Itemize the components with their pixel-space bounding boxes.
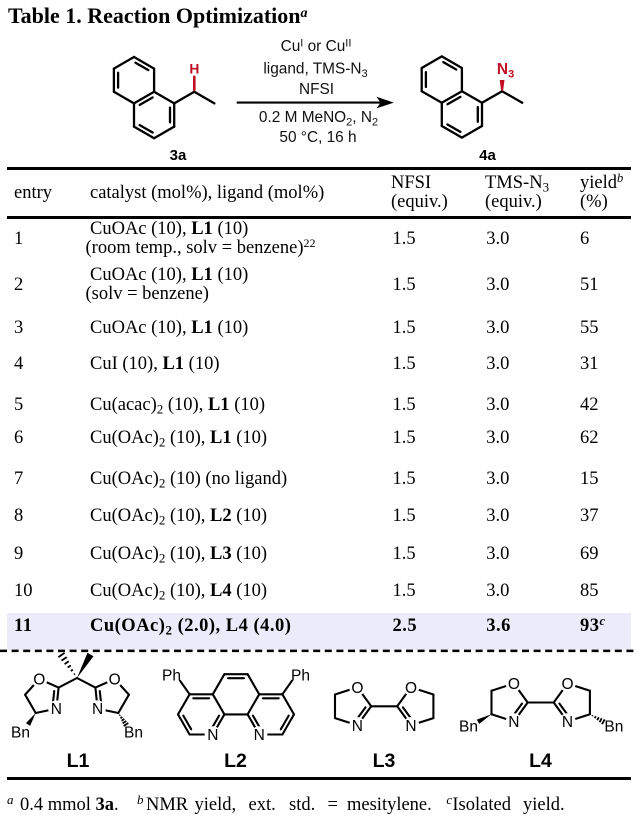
svg-text:L4: L4 — [529, 750, 552, 772]
svg-text:O: O — [561, 676, 573, 693]
svg-text:O: O — [109, 672, 121, 689]
svg-text:NFSI: NFSI — [299, 81, 334, 98]
svg-text:O: O — [33, 672, 45, 689]
svg-text:Ph: Ph — [162, 668, 181, 685]
svg-text:N: N — [92, 701, 103, 718]
svg-text:N: N — [352, 718, 363, 735]
svg-text:L3: L3 — [373, 750, 396, 772]
svg-text:L2: L2 — [224, 750, 247, 772]
svg-text:Bn: Bn — [11, 725, 30, 742]
svg-text:N: N — [51, 701, 62, 718]
svg-text:H: H — [189, 62, 199, 77]
svg-text:50 °C, 16 h: 50 °C, 16 h — [279, 129, 356, 146]
svg-text:0.2 M MeNO2, N2: 0.2 M MeNO2, N2 — [259, 109, 378, 129]
svg-text:N: N — [562, 714, 573, 731]
svg-text:4a: 4a — [479, 147, 496, 164]
svg-text:Bn: Bn — [124, 725, 143, 742]
svg-text:N: N — [254, 727, 265, 744]
svg-text:Ph: Ph — [291, 668, 310, 685]
svg-text:O: O — [405, 680, 417, 697]
svg-text:CuI or CuII: CuI or CuII — [281, 37, 352, 55]
svg-text:O: O — [508, 676, 520, 693]
svg-text:N3: N3 — [497, 61, 514, 81]
svg-text:Bn: Bn — [604, 718, 623, 735]
svg-text:N: N — [508, 714, 519, 731]
svg-text:N: N — [207, 727, 218, 744]
svg-text:3a: 3a — [170, 147, 187, 164]
svg-text:N: N — [405, 718, 416, 735]
svg-text:L1: L1 — [67, 750, 90, 772]
svg-text:O: O — [351, 680, 363, 697]
svg-text:Bn: Bn — [459, 718, 478, 735]
svg-text:ligand, TMS-N3: ligand, TMS-N3 — [263, 61, 367, 81]
